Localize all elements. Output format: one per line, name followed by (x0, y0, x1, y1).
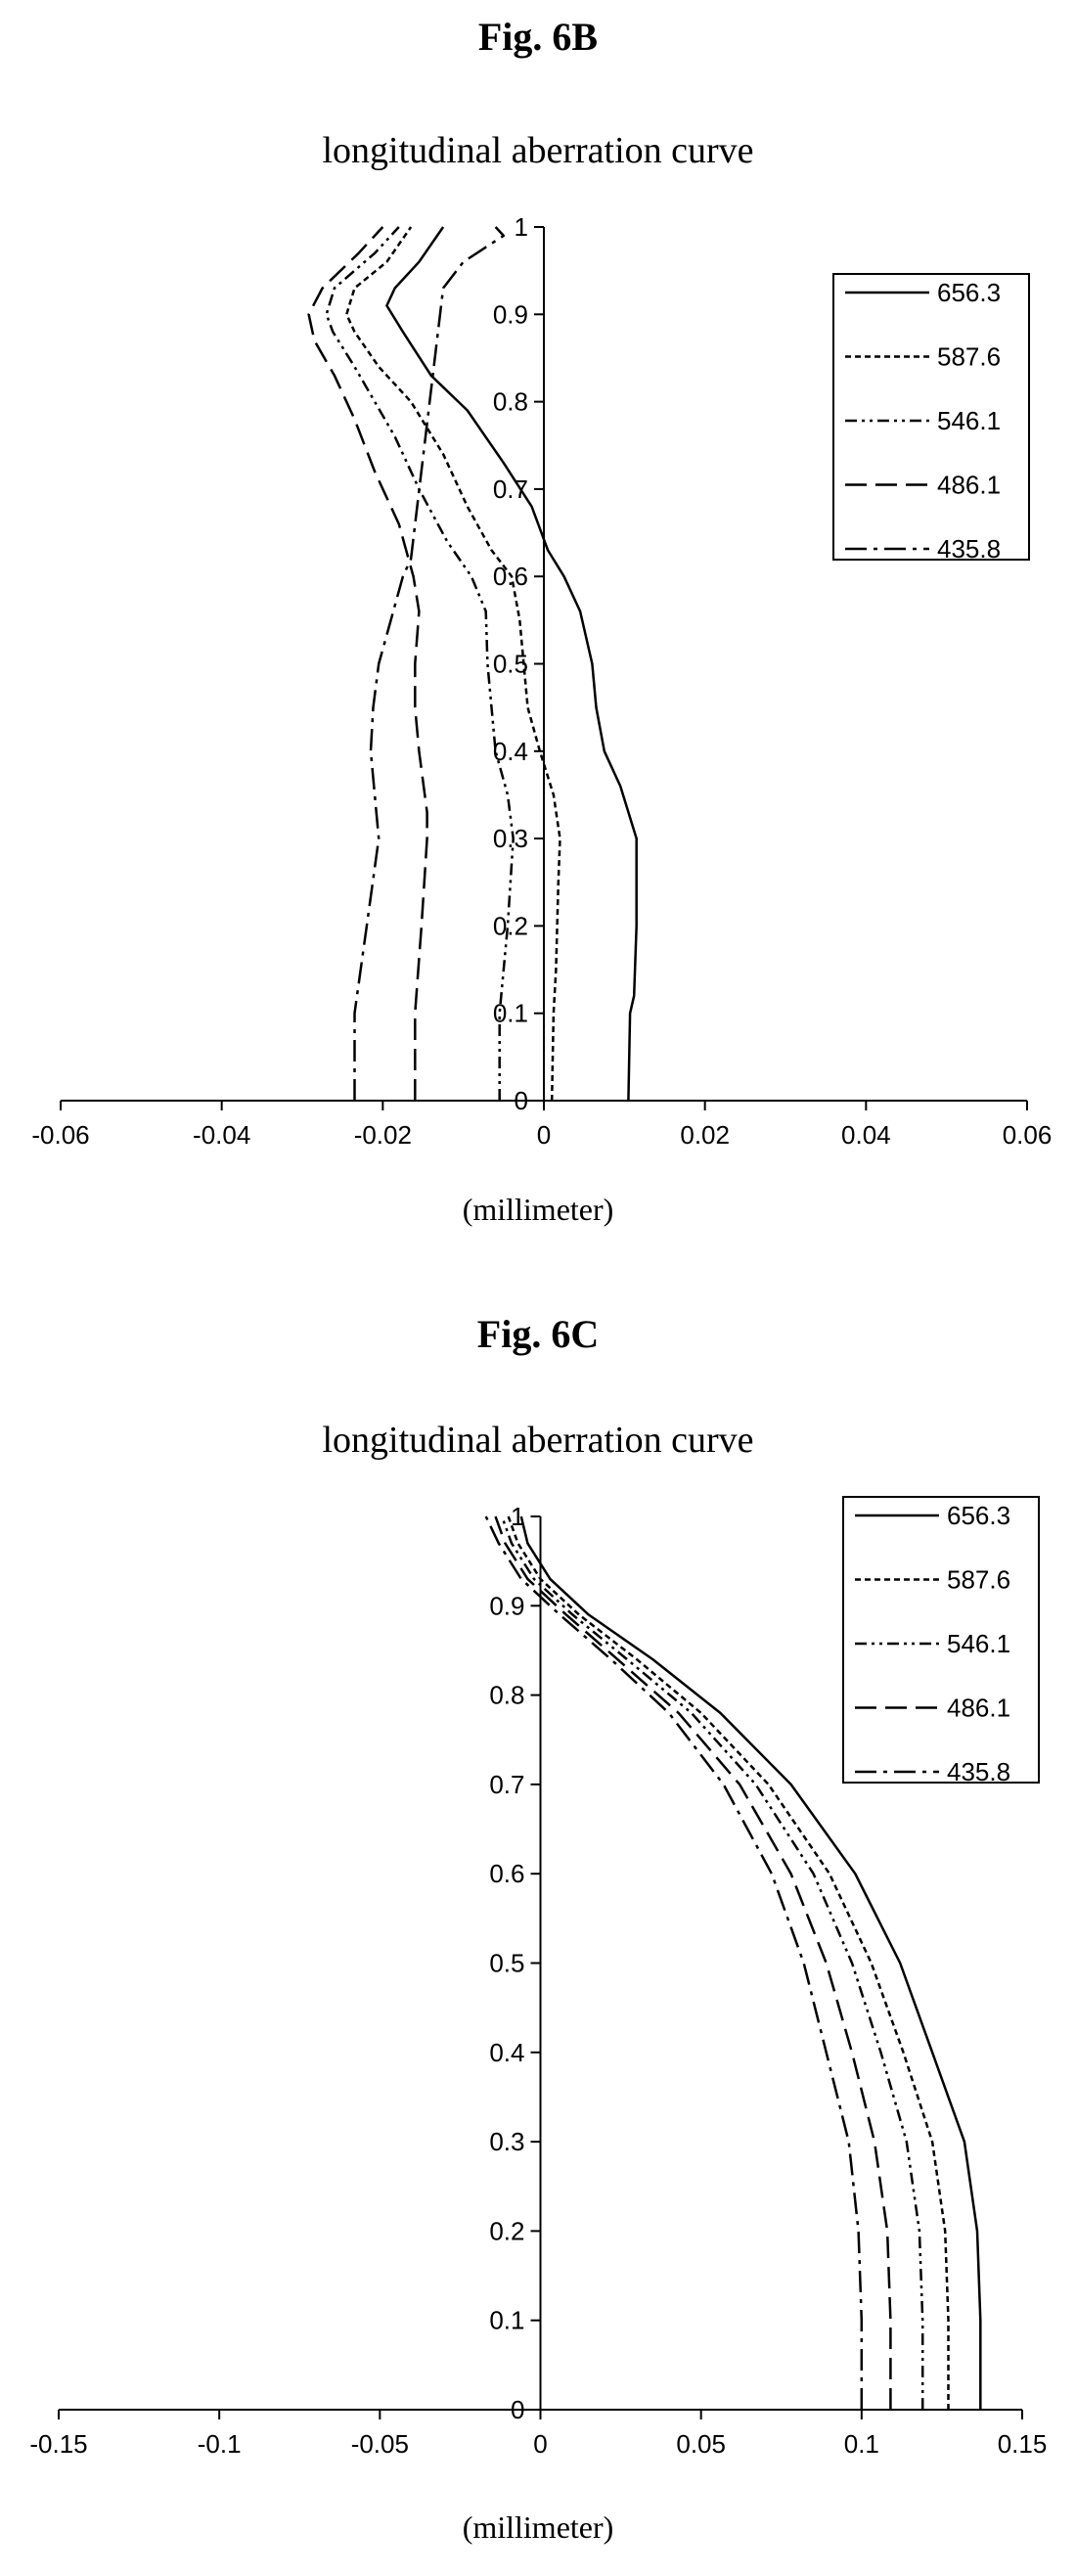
chart1-x-tick-label: -0.1 (198, 2429, 242, 2459)
chart0-x-tick-label: 0.04 (841, 1120, 891, 1150)
chart1-legend-label-587-6: 587.6 (947, 1565, 1010, 1595)
figure-6c-label: Fig. 6C (476, 1312, 600, 1356)
chart0-series-656-3 (385, 226, 638, 1102)
figure-6c-xlabel: (millimeter) (462, 2509, 614, 2545)
chart0-series-486-1 (307, 226, 428, 1101)
figure-6b-title: longitudinal aberration curve (322, 130, 754, 171)
chart1-legend-box (842, 1496, 1040, 1784)
chart0-y-tick-label: 0.3 (493, 824, 528, 853)
chart1-y-tick-label: 0.1 (489, 2306, 524, 2335)
chart1-series-486-1 (494, 1515, 892, 2410)
chart1-x-tick-label: -0.15 (29, 2429, 87, 2459)
chart1-y-tick-label: 0 (511, 2395, 524, 2424)
chart0-x-tick-label: 0.06 (1003, 1120, 1053, 1150)
chart0-y-tick-label: 1 (515, 212, 528, 242)
chart0-legend: 656.3 587.6 546.1 486.1 435.8 (832, 273, 1030, 564)
chart1-legend-label-546-1: 546.1 (947, 1629, 1010, 1658)
chart1-y-tick-label: 0.8 (489, 1681, 524, 1710)
chart1-x-tick-label: 0.15 (998, 2429, 1048, 2459)
chart0-legend-label-435-8: 435.8 (937, 534, 1001, 564)
chart0-y-tick-label: 0.2 (493, 911, 528, 940)
chart0-y-tick-label: 0 (515, 1086, 528, 1115)
chart1-y-tick-label: 0.9 (489, 1591, 524, 1620)
chart1-series-656-3 (519, 1515, 982, 2410)
chart0-legend-label-587-6: 587.6 (937, 342, 1001, 372)
chart0-x-tick-label: 0.02 (680, 1120, 730, 1150)
chart0-legend-box (832, 273, 1030, 561)
chart1-x-tick-label: 0.1 (844, 2429, 879, 2459)
chart0-series-435-8 (353, 226, 506, 1101)
chart0-x-tick-label: -0.06 (31, 1120, 89, 1150)
figure-6b-chart: -0.06 -0.04 -0.02 0 0.02 0.04 0.06 0 0.1 0.2 0.3 0.… (31, 212, 1053, 1150)
chart1-legend-label-435-8: 435.8 (947, 1757, 1010, 1786)
chart0-x-tick-label: -0.02 (354, 1120, 412, 1150)
chart1-series-435-8 (484, 1515, 864, 2410)
chart1-x-tick-label: 0 (533, 2429, 547, 2459)
chart1-y-tick-label: 0.3 (489, 2127, 524, 2156)
chart1-x-tick-label: -0.05 (351, 2429, 409, 2459)
chart0-y-tick-label: 0.8 (493, 387, 528, 417)
chart0-series-587-6 (345, 226, 561, 1102)
chart1-y-tick-label: 1 (511, 1502, 524, 1531)
chart1-y-tick-label: 0.6 (489, 1859, 524, 1888)
figure-6c-chart: -0.15 -0.1 -0.05 0 0.05 0.1 0.15 0 0.1 0.2 0.3 0.4 0… (29, 1496, 1048, 2459)
chart1-series-546-1 (500, 1515, 924, 2410)
chart1-x-tick-label: 0.05 (676, 2429, 726, 2459)
chart1-legend: 656.3 587.6 546.1 486.1 435.8 (842, 1496, 1040, 1786)
figure-6b-label: Fig. 6B (477, 15, 599, 59)
chart0-legend-label-546-1: 546.1 (937, 406, 1001, 435)
figure-6c-title: longitudinal aberration curve (322, 1420, 754, 1461)
chart0-y-tick-label: 0.1 (493, 999, 528, 1028)
figure-6b-xlabel: (millimeter) (462, 1192, 614, 1227)
chart1-y-tick-label: 0.4 (489, 2038, 524, 2067)
chart0-x-tick-label: 0 (537, 1120, 551, 1150)
chart0-y-tick-label: 0.9 (493, 299, 528, 329)
chart0-series-546-1 (325, 226, 515, 1101)
chart1-y-tick-label: 0.7 (489, 1770, 524, 1799)
chart1-series-587-6 (507, 1515, 950, 2410)
chart0-x-tick-label: -0.04 (193, 1120, 250, 1150)
chart1-legend-label-656-3: 656.3 (947, 1501, 1010, 1530)
chart0-legend-label-656-3: 656.3 (937, 278, 1001, 307)
chart0-legend-label-486-1: 486.1 (937, 471, 1001, 500)
chart1-y-tick-label: 0.5 (489, 1949, 524, 1978)
chart1-y-tick-label: 0.2 (489, 2216, 524, 2245)
chart1-legend-label-486-1: 486.1 (947, 1694, 1010, 1723)
chart0-y-tick-label: 0.7 (493, 475, 528, 504)
